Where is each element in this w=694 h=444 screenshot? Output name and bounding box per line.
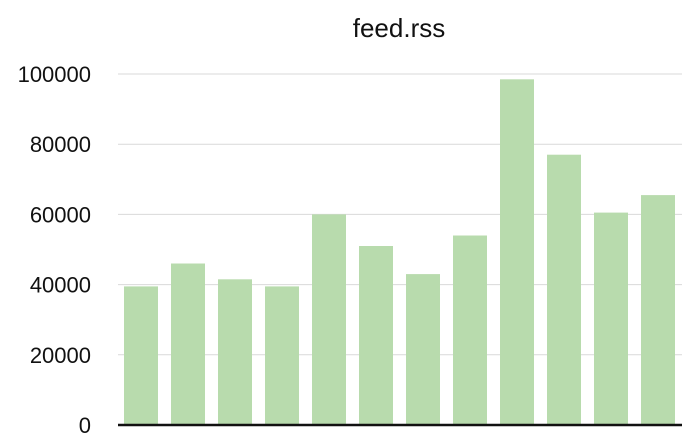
gridlines: [118, 73, 682, 356]
bar: [218, 279, 252, 425]
bar: [171, 263, 205, 425]
bar: [594, 212, 628, 425]
y-axis-tick-labels: 0 20000 40000 60000 80000 100000: [18, 62, 91, 438]
bar: [547, 154, 581, 425]
y-tick-label: 80000: [30, 132, 91, 157]
bar: [406, 274, 440, 425]
y-tick-label: 60000: [30, 202, 91, 227]
y-tick-label: 0: [79, 413, 91, 438]
bar: [359, 246, 393, 425]
bar: [265, 286, 299, 425]
y-tick-label: 40000: [30, 273, 91, 298]
bar: [500, 79, 534, 426]
y-tick-label: 20000: [30, 343, 91, 368]
y-tick-label: 100000: [18, 62, 91, 87]
chart-title: feed.rss: [353, 13, 446, 43]
bars: [124, 79, 675, 426]
bar: [641, 195, 675, 425]
bar: [312, 214, 346, 425]
bar: [453, 235, 487, 425]
bar: [124, 286, 158, 425]
